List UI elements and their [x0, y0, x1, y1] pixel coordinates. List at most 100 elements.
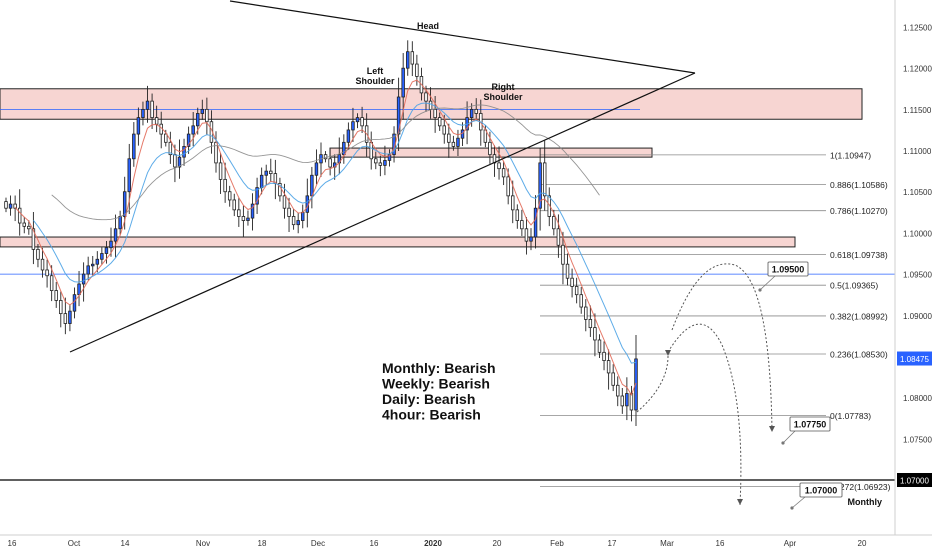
fib-label-5: 0.382(1.08992) — [830, 311, 888, 321]
callout-box-2 — [799, 482, 843, 498]
candle-body-92 — [424, 92, 428, 102]
x-tick-label-5: Dec — [311, 539, 325, 548]
candle-body-46 — [214, 141, 218, 164]
candle-body-55 — [255, 187, 259, 205]
projection-path-1 — [671, 263, 773, 433]
candle-body-97 — [447, 133, 451, 143]
candle-body-54 — [250, 203, 255, 219]
candle-body-23 — [109, 240, 113, 249]
callout-text-2: 1.07000 — [805, 486, 838, 496]
x-tick-label-3: Nov — [196, 539, 210, 548]
candle-body-78 — [360, 117, 364, 127]
y-tick-label-4: 1.10500 — [903, 188, 932, 197]
sr-zone-1 — [0, 236, 796, 248]
callout-leader-2 — [791, 496, 806, 509]
candle-body-77 — [355, 117, 360, 123]
candle-body-32 — [150, 100, 154, 119]
candle-body-68 — [314, 162, 319, 176]
candle-body-0 — [4, 201, 8, 209]
current-price-tag — [897, 351, 932, 366]
candle-body-61 — [282, 195, 287, 209]
candle-body-56 — [259, 174, 264, 189]
monthly-label: Monthly — [848, 497, 883, 507]
candle-body-11 — [54, 290, 58, 301]
candle-body-35 — [164, 133, 168, 143]
x-tick-label-6: 16 — [370, 539, 379, 548]
candle-body-20 — [95, 258, 100, 265]
candle-body-10 — [49, 275, 54, 291]
candle-body-94 — [433, 108, 437, 119]
candle-body-44 — [205, 108, 209, 123]
candle-body-3 — [17, 207, 22, 224]
callout-anchor-0 — [758, 288, 762, 292]
candle-body-135 — [620, 395, 625, 407]
candle-body-33 — [154, 117, 159, 125]
projection-arrowhead-0 — [665, 350, 671, 356]
candle-body-26 — [122, 191, 127, 217]
candle-body-50 — [232, 199, 236, 211]
candle-body-108 — [497, 162, 501, 170]
moving-average-1 — [33, 102, 637, 364]
candle-body-24 — [113, 228, 118, 242]
bias-text-2: Daily: Bearish — [382, 391, 475, 407]
fib-label-1: 0.886(1.10586) — [830, 180, 888, 190]
candle-body-38 — [177, 156, 182, 168]
candle-body-126 — [579, 294, 583, 308]
candle-body-84 — [387, 154, 392, 161]
lower-trendline — [69, 72, 696, 353]
candle-body-95 — [437, 117, 442, 127]
fib-label-2: 0.786(1.10270) — [830, 206, 888, 216]
callout-text-0: 1.09500 — [772, 265, 805, 275]
y-tick-label-0: 1.12500 — [903, 24, 932, 33]
callout-anchor-2 — [790, 506, 794, 510]
callout-text-1: 1.07750 — [794, 420, 827, 430]
candle-body-134 — [616, 384, 620, 397]
candle-body-89 — [410, 51, 415, 65]
y-tick-label-9: 1.08000 — [903, 394, 932, 403]
candle-body-37 — [173, 154, 177, 168]
candle-body-98 — [451, 141, 456, 147]
candle-body-132 — [606, 360, 611, 374]
candle-body-40 — [186, 133, 191, 147]
candle-body-74 — [342, 141, 346, 156]
moving-average-0 — [14, 79, 637, 397]
candle-body-52 — [241, 216, 246, 221]
fib-label-4: 0.5(1.09365) — [830, 281, 878, 291]
fib-label-8: -0.272(1.06923) — [830, 482, 891, 492]
candle-body-99 — [456, 137, 460, 147]
projection-path-2 — [667, 323, 742, 506]
label-right-shoulder-1: Shoulder — [483, 92, 522, 102]
label-left-shoulder-1: Shoulder — [355, 76, 394, 86]
candle-body-120 — [552, 216, 556, 230]
candle-body-90 — [415, 63, 419, 77]
candle-body-81 — [374, 158, 378, 164]
candle-body-12 — [59, 300, 63, 315]
candle-body-42 — [196, 113, 200, 127]
y-tick-label-6: 1.09500 — [903, 271, 932, 280]
candle-body-28 — [132, 133, 136, 160]
candle-body-5 — [27, 225, 31, 230]
label-left-shoulder-0: Left — [367, 66, 384, 76]
candle-body-129 — [593, 327, 597, 341]
x-tick-label-10: 17 — [608, 539, 617, 548]
candle-body-64 — [296, 220, 300, 226]
monthly-price-text: 1.07000 — [900, 477, 929, 486]
candle-body-4 — [22, 222, 26, 227]
candle-body-103 — [474, 108, 478, 114]
bias-text-3: 4hour: Bearish — [382, 407, 481, 423]
x-tick-label-2: 14 — [121, 539, 130, 548]
candle-body-14 — [68, 310, 72, 324]
candle-body-25 — [118, 216, 122, 230]
candle-body-100 — [460, 129, 465, 139]
candle-body-9 — [45, 269, 49, 277]
candle-body-67 — [310, 174, 314, 197]
candle-body-114 — [524, 228, 529, 242]
candle-body-6 — [31, 228, 36, 250]
candle-body-112 — [515, 209, 520, 221]
candle-body-113 — [520, 220, 524, 230]
candle-body-130 — [597, 339, 602, 353]
candle-body-133 — [611, 372, 615, 386]
candle-body-2 — [13, 203, 17, 209]
